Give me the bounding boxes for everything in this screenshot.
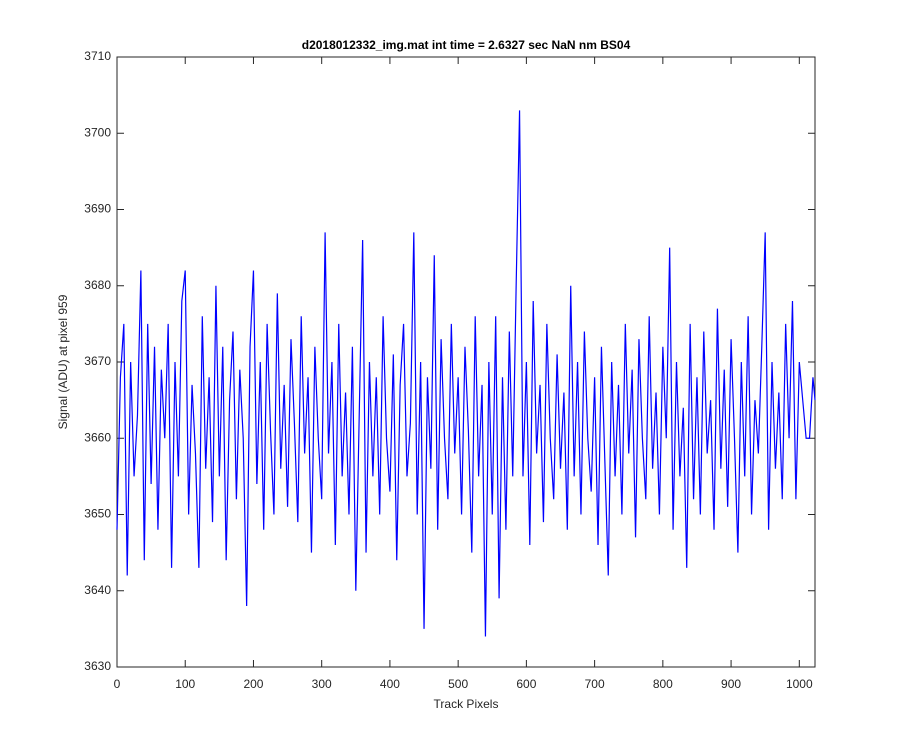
y-tick-label: 3660 [84, 430, 111, 444]
x-axis-label: Track Pixels [434, 697, 499, 711]
y-tick-label: 3690 [84, 202, 111, 216]
x-tick-label: 700 [585, 677, 605, 691]
x-tick-label: 100 [175, 677, 195, 691]
chart-title: d2018012332_img.mat int time = 2.6327 se… [302, 38, 631, 52]
y-tick-label: 3680 [84, 278, 111, 292]
y-tick-label: 3700 [84, 125, 111, 139]
y-tick-label: 3630 [84, 659, 111, 673]
x-tick-label: 200 [243, 677, 263, 691]
x-tick-label: 0 [114, 677, 121, 691]
x-tick-label: 800 [653, 677, 673, 691]
x-tick-label: 900 [721, 677, 741, 691]
y-axis-label: Signal (ADU) at pixel 959 [56, 294, 70, 429]
x-tick-label: 1000 [786, 677, 813, 691]
x-tick-label: 300 [312, 677, 332, 691]
x-tick-label: 400 [380, 677, 400, 691]
y-tick-label: 3710 [84, 49, 111, 63]
y-tick-label: 3640 [84, 583, 111, 597]
data-line [116, 110, 816, 637]
y-tick-label: 3670 [84, 354, 111, 368]
y-tick-label: 3650 [84, 507, 111, 521]
x-tick-label: 500 [448, 677, 468, 691]
x-tick-label: 600 [516, 677, 536, 691]
